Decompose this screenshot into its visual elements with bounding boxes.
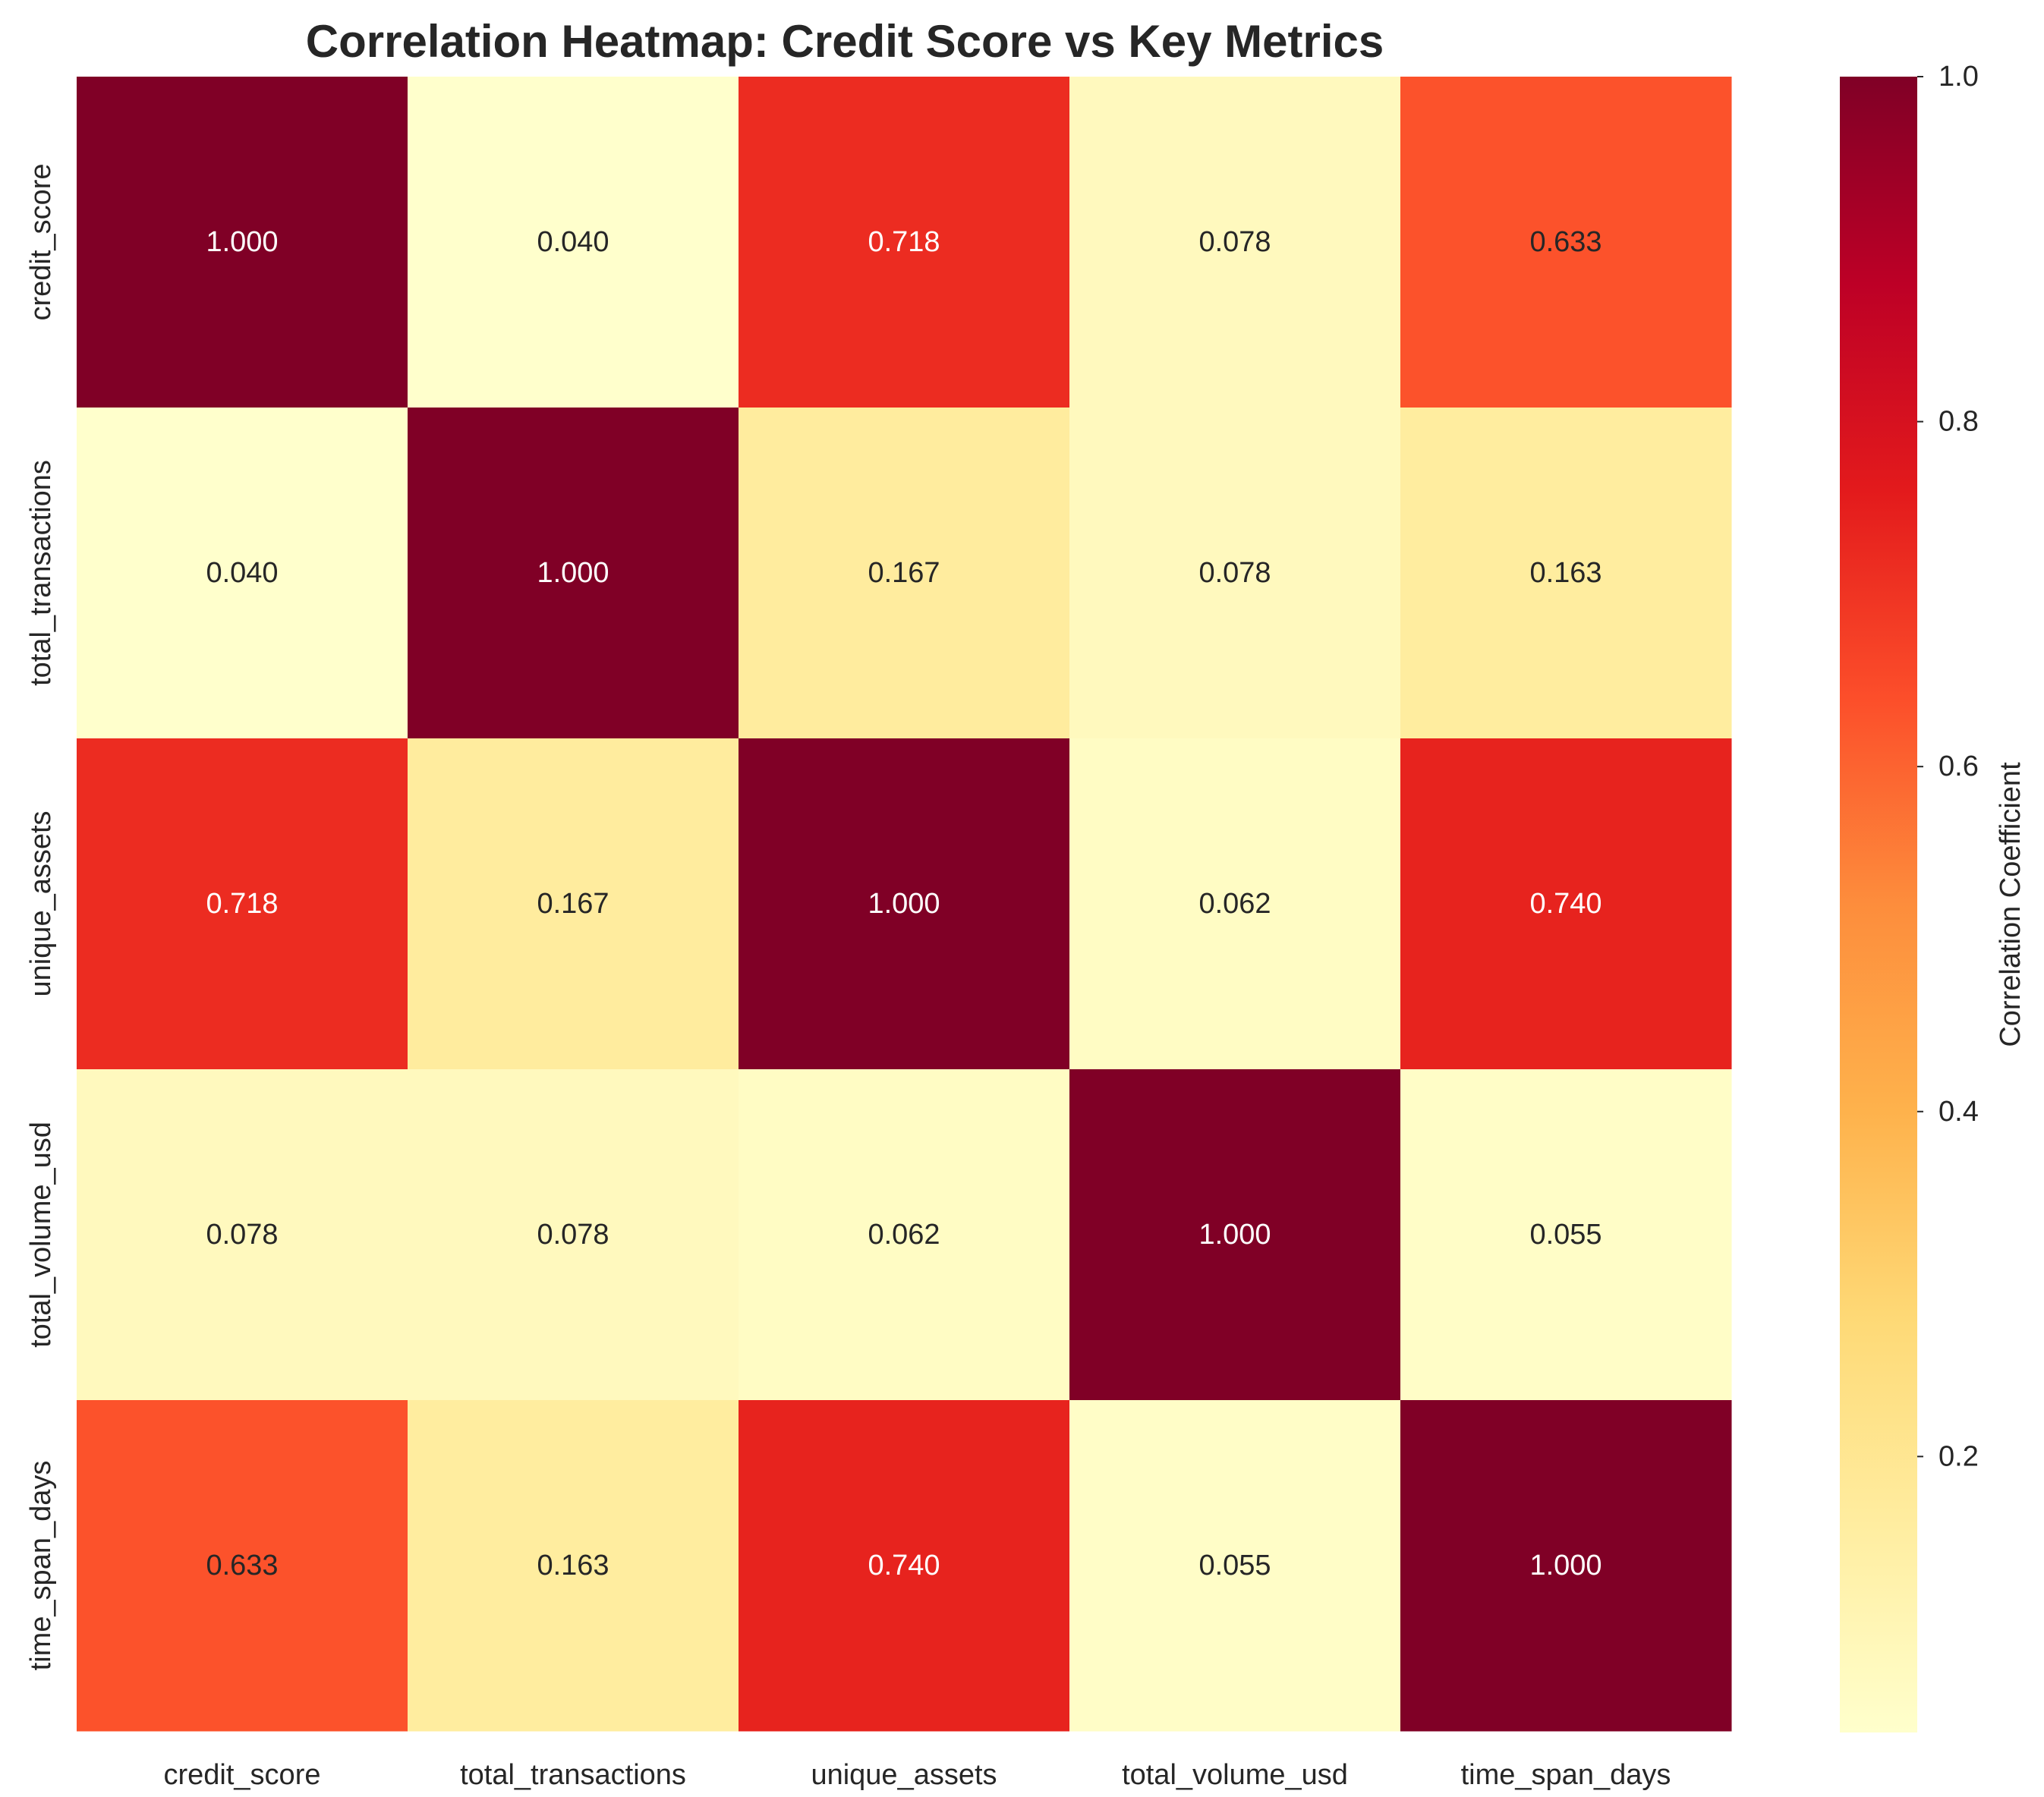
heatmap-cell: [408, 1069, 739, 1401]
heatmap-cell-value: 0.740: [1529, 888, 1602, 920]
heatmap-cell: [1069, 1069, 1401, 1401]
heatmap-cell: [739, 1400, 1070, 1732]
heatmap-cell: [739, 408, 1070, 739]
y-tick-label: unique_assets: [25, 810, 57, 996]
y-axis-tick-labels: credit_score total_transactions unique_ass…: [25, 164, 57, 1671]
colorbar: 0.2 0.4 0.6 0.8 1.0: [1840, 61, 1979, 1732]
heatmap-cell-value: 0.633: [1529, 226, 1602, 258]
heatmap-cell: [1400, 1400, 1732, 1732]
heatmap-cell-value: 1.000: [1529, 1550, 1602, 1581]
heatmap-cell-value: 0.740: [868, 1550, 940, 1581]
chart-title: Correlation Heatmap: Credit Score vs Key…: [306, 16, 1384, 67]
heatmap-cell: [1400, 408, 1732, 739]
heatmap-cell: [1069, 408, 1401, 739]
heatmap-cell-value: 0.062: [868, 1219, 940, 1251]
heatmap-cell: [1069, 1400, 1401, 1732]
heatmap-cell-value: 0.078: [1198, 226, 1271, 258]
heatmap-cell-value: 0.718: [868, 226, 940, 258]
heatmap-cell-value: 0.167: [537, 888, 609, 920]
heatmap-cell: [1069, 77, 1401, 408]
colorbar-tick-label: 0.6: [1938, 751, 1979, 782]
heatmap-cell-value: 1.000: [537, 557, 609, 589]
heatmap-cell: [739, 1069, 1070, 1401]
heatmap-cell: [739, 77, 1070, 408]
heatmap-cell-value: 0.040: [206, 557, 278, 589]
heatmap-cell-value: 0.633: [206, 1550, 278, 1581]
x-tick-label: total_volume_usd: [1122, 1759, 1348, 1791]
heatmap-cell: [77, 77, 408, 408]
colorbar-tick-label: 0.4: [1938, 1096, 1979, 1128]
heatmap-cell: [77, 408, 408, 739]
x-tick-label: total_transactions: [460, 1759, 686, 1791]
heatmap-cell: [408, 77, 739, 408]
y-tick-label: total_transactions: [25, 460, 57, 686]
heatmap-cell: [1400, 1069, 1732, 1401]
x-tick-label: unique_assets: [811, 1759, 997, 1791]
heatmap-cell: [1400, 77, 1732, 408]
heatmap-cell-value: 0.055: [1198, 1550, 1271, 1581]
colorbar-label: Correlation Coefficient: [1995, 762, 2027, 1047]
heatmap-cell: [1069, 738, 1401, 1070]
y-tick-label: total_volume_usd: [25, 1122, 57, 1348]
heatmap-cell: [408, 738, 739, 1070]
y-tick-label: credit_score: [25, 164, 57, 321]
heatmap-cell-value: 0.163: [1529, 557, 1602, 589]
heatmap-cell-value: 1.000: [206, 226, 278, 258]
heatmap-cell: [77, 1400, 408, 1732]
heatmap-cell-value: 0.167: [868, 557, 940, 589]
heatmap-cell-value: 0.078: [206, 1219, 278, 1251]
y-tick-label: time_span_days: [25, 1461, 57, 1671]
heatmap-cell: [408, 1400, 739, 1732]
x-tick-label: time_span_days: [1461, 1759, 1671, 1791]
colorbar-gradient: [1840, 77, 1917, 1732]
heatmap-cell-value: 0.062: [1198, 888, 1271, 920]
x-axis-tick-labels: credit_score total_transactions unique_ass…: [164, 1759, 1671, 1791]
heatmap-cell: [1400, 738, 1732, 1070]
heatmap-cell-value: 1.000: [1198, 1219, 1271, 1251]
heatmap-cell-value: 0.078: [1198, 557, 1271, 589]
heatmap-cell-value: 0.055: [1529, 1219, 1602, 1251]
heatmap-cell-value: 0.718: [206, 888, 278, 920]
heatmap-cell-value: 0.078: [537, 1219, 609, 1251]
heatmap-cell: [408, 408, 739, 739]
heatmap-cell-value: 1.000: [868, 888, 940, 920]
colorbar-tick-label: 1.0: [1938, 61, 1979, 93]
heatmap-cells: 1.000 0.040 0.718 0.078 0.633 0.040 1.000 0.167…: [77, 77, 1732, 1732]
x-tick-label: credit_score: [164, 1759, 321, 1791]
heatmap-cell: [77, 738, 408, 1070]
heatmap-cell-value: 0.040: [537, 226, 609, 258]
heatmap-cell: [77, 1069, 408, 1401]
colorbar-tick-label: 0.2: [1938, 1440, 1979, 1472]
heatmap-cell-value: 0.163: [537, 1550, 609, 1581]
heatmap-cell: [739, 738, 1070, 1070]
colorbar-tick-label: 0.8: [1938, 406, 1979, 438]
